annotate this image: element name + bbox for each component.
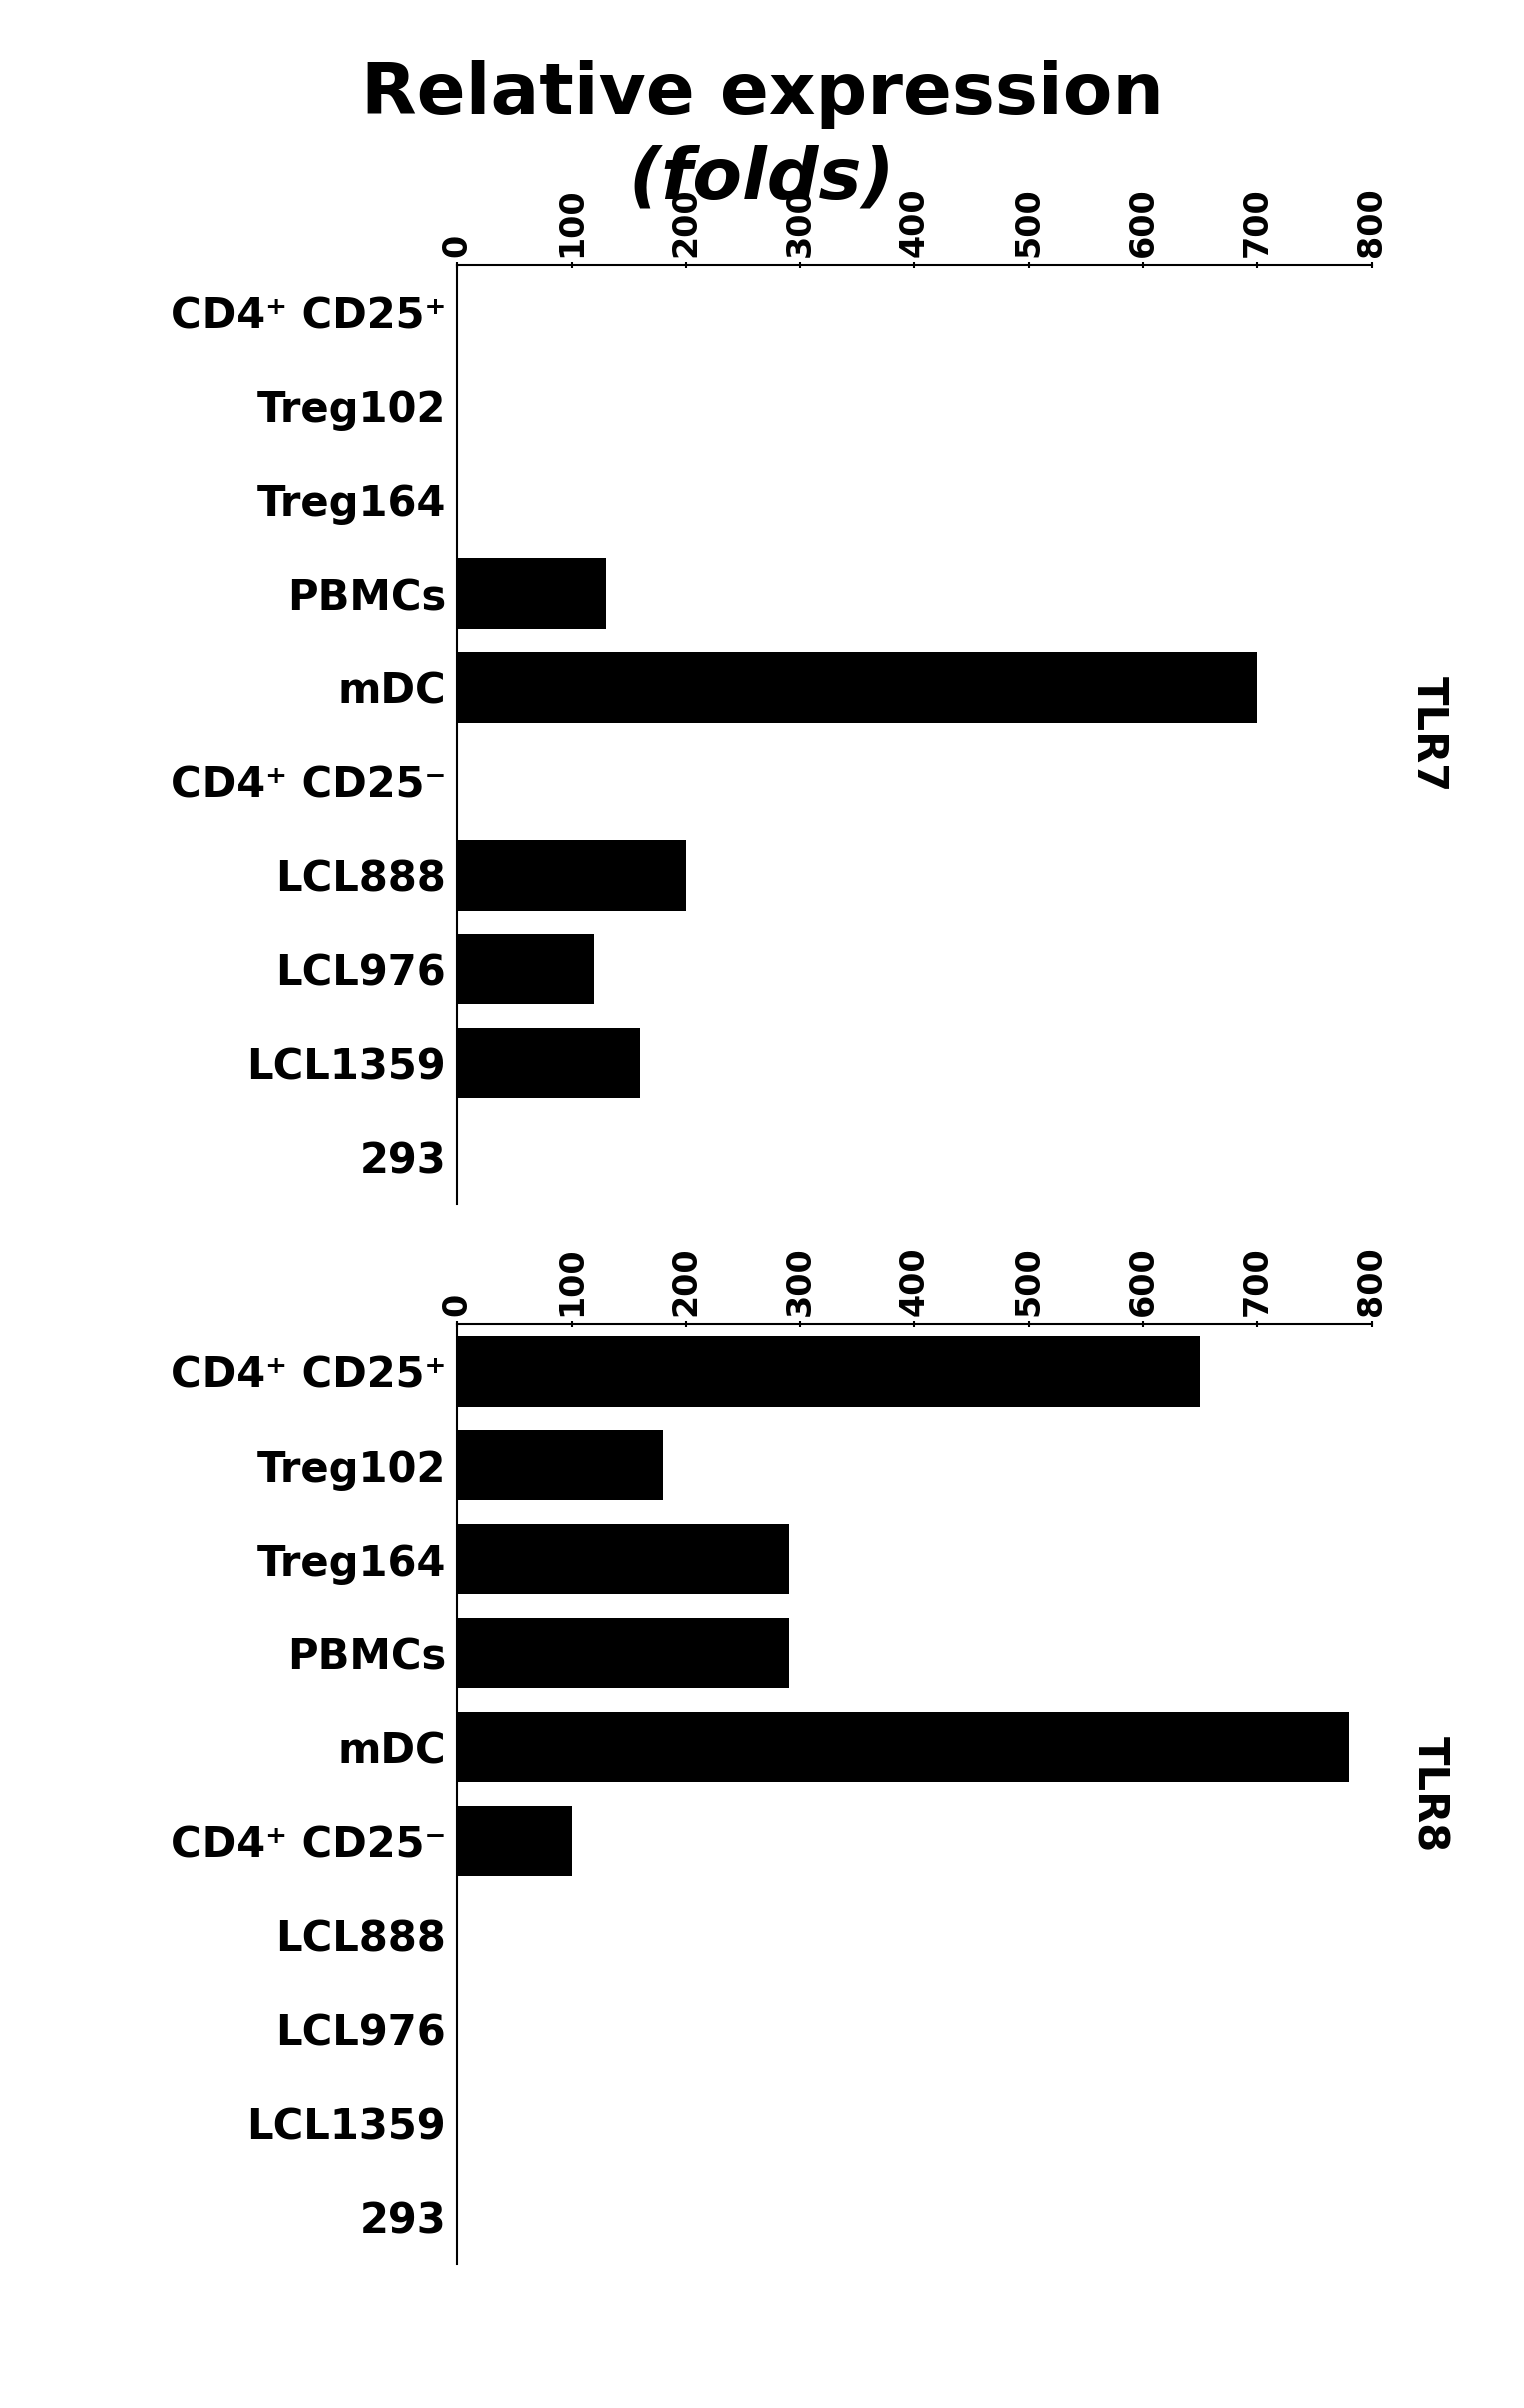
Bar [457, 1712, 1349, 1782]
Bar [457, 1336, 1199, 1406]
Bar [457, 840, 686, 910]
Text: TLR8: TLR8 [1408, 1736, 1451, 1852]
Text: Relative expression: Relative expression [361, 60, 1163, 130]
Bar [457, 653, 1257, 722]
Bar [457, 1618, 788, 1688]
Bar [457, 934, 594, 1004]
Bar [457, 559, 605, 628]
Bar [457, 1028, 640, 1098]
Bar [457, 1430, 663, 1500]
Text: (folds): (folds) [629, 144, 895, 214]
Bar [457, 1524, 788, 1594]
Text: TLR7: TLR7 [1408, 677, 1451, 792]
Bar [457, 1806, 572, 1876]
